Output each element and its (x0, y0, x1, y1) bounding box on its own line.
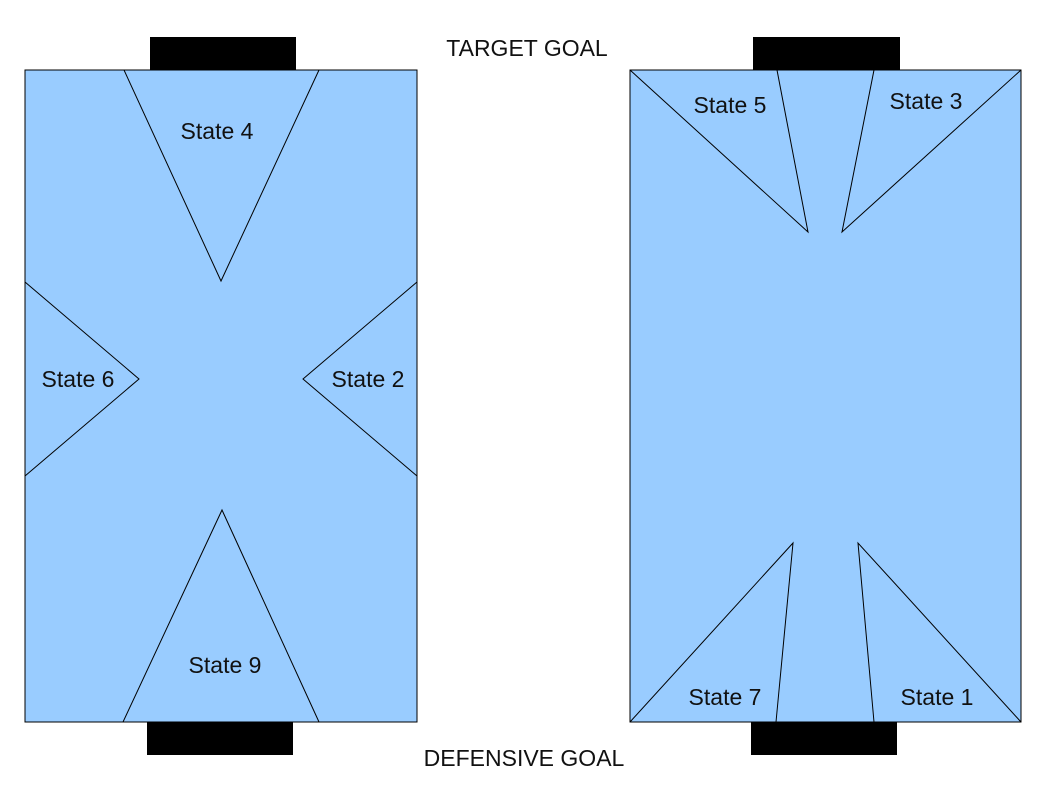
left-state-6-zone (24, 281, 140, 477)
right-defensive-goal (751, 722, 897, 755)
defensive-goal-label: DEFENSIVE GOAL (424, 745, 625, 771)
right-state-7-zone (629, 541, 794, 723)
state-6-label: State 6 (42, 366, 115, 392)
state-2-label: State 2 (332, 366, 405, 392)
right-target-goal (753, 37, 900, 70)
right-field-area (629, 69, 1022, 723)
right-state-5-zone (629, 69, 809, 234)
left-target-goal (150, 37, 296, 70)
target-goal-label: TARGET GOAL (446, 35, 608, 61)
right-field: State 5 State 3 State 7 State 1 (629, 37, 1022, 755)
state-3-label: State 3 (890, 88, 963, 114)
right-state-1-zone (857, 541, 1022, 723)
left-state-2-zone (302, 281, 418, 477)
left-state-4-zone (123, 69, 320, 283)
state-7-label: State 7 (689, 684, 762, 710)
state-1-label: State 1 (901, 684, 974, 710)
left-state-9-zone (122, 508, 320, 723)
left-field: State 4 State 6 State 2 State 9 (24, 37, 418, 755)
left-field-area (24, 69, 418, 723)
right-state-3-zone (841, 69, 1022, 234)
state-5-label: State 5 (694, 92, 767, 118)
state-9-label: State 9 (189, 652, 262, 678)
state-4-label: State 4 (181, 118, 254, 144)
left-defensive-goal (147, 722, 293, 755)
